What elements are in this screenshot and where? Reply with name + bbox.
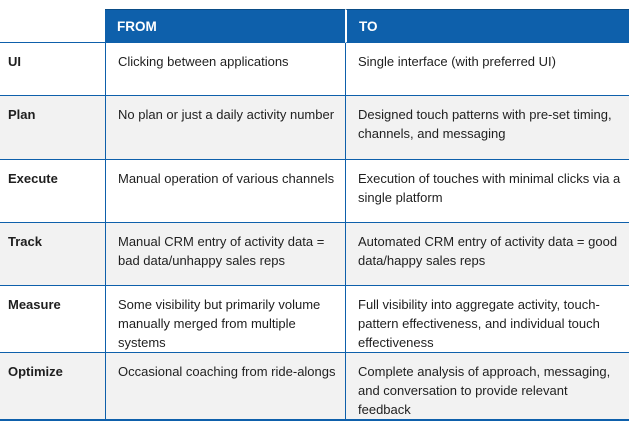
table-row-ui: UI Clicking between applications Single … [0, 43, 629, 96]
to-column-header: TO [345, 9, 629, 43]
table-row-measure: Measure Some visibility but primarily vo… [0, 286, 629, 353]
to-cell: Execution of touches with minimal clicks… [345, 160, 629, 223]
row-label-cell: Measure [0, 286, 105, 353]
table-row-track: Track Manual CRM entry of activity data … [0, 223, 629, 286]
row-label-cell: Plan [0, 96, 105, 160]
header-row: FROM TO [0, 9, 629, 43]
from-to-comparison-table: FROM TO UI Clicking between applications… [0, 9, 629, 421]
from-cell: Clicking between applications [105, 43, 345, 96]
from-column-header: FROM [105, 9, 345, 43]
row-label-cell: Track [0, 223, 105, 286]
from-cell: Manual CRM entry of activity data = bad … [105, 223, 345, 286]
to-cell: Full visibility into aggregate activity,… [345, 286, 629, 353]
row-label-cell: UI [0, 43, 105, 96]
table-row-plan: Plan No plan or just a daily activity nu… [0, 96, 629, 160]
from-cell: Occasional coaching from ride-alongs [105, 353, 345, 421]
to-cell: Designed touch patterns with pre-set tim… [345, 96, 629, 160]
to-cell: Automated CRM entry of activity data = g… [345, 223, 629, 286]
to-cell: Single interface (with preferred UI) [345, 43, 629, 96]
table-row-execute: Execute Manual operation of various chan… [0, 160, 629, 223]
row-label-cell: Execute [0, 160, 105, 223]
from-cell: Manual operation of various channels [105, 160, 345, 223]
row-label-cell: Optimize [0, 353, 105, 421]
from-cell: No plan or just a daily activity number [105, 96, 345, 160]
to-cell: Complete analysis of approach, messaging… [345, 353, 629, 421]
from-cell: Some visibility but primarily volume man… [105, 286, 345, 353]
table-row-optimize: Optimize Occasional coaching from ride-a… [0, 353, 629, 421]
from-to-comparison-table-wrap: FROM TO UI Clicking between applications… [0, 9, 629, 421]
corner-header-cell [0, 9, 105, 43]
